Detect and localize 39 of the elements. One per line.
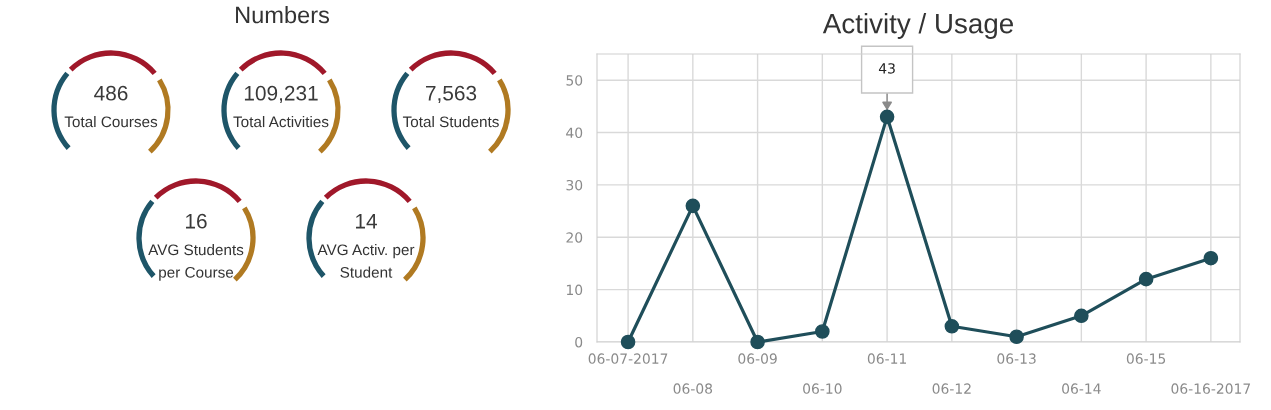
y-tick-label: 30 <box>566 179 583 191</box>
point <box>1074 308 1089 324</box>
text: 7,563 <box>426 85 477 104</box>
x-tick-label: 06-13 <box>997 353 1036 364</box>
x-tick-label: 06-09 <box>738 353 777 364</box>
point <box>685 198 701 214</box>
x-tick-label: 06-10 <box>803 383 842 394</box>
point <box>1203 250 1219 266</box>
y-tick-label: 40 <box>566 127 583 139</box>
x-tick-label: 06-16-2017 <box>1171 383 1251 394</box>
point <box>879 109 895 125</box>
x-tick-label: 06-12 <box>932 383 971 394</box>
text: AVG Activ. per Student <box>317 244 415 278</box>
text: AVG Students per Course <box>148 244 244 281</box>
text: Numbers <box>236 6 330 24</box>
x-tick-label: 06-14 <box>1062 383 1101 394</box>
x-tick-label: 06-07-2017 <box>588 353 668 364</box>
annotation: 43 <box>878 63 895 74</box>
point <box>620 334 636 350</box>
point <box>750 334 765 350</box>
y-tick-label: 50 <box>566 75 583 86</box>
y-tick-label: 20 <box>566 232 583 243</box>
point <box>815 324 830 339</box>
x-tick-label: 06-11 <box>867 353 906 364</box>
y-tick-label: 0 <box>575 336 583 348</box>
y-tick-label: 10 <box>566 284 583 296</box>
text: 14 <box>356 214 377 229</box>
point <box>1138 271 1154 287</box>
text: 16 <box>186 213 207 229</box>
text: 486 <box>94 85 128 101</box>
text: 109,231 <box>244 85 318 104</box>
text: Total Courses <box>64 116 158 128</box>
text: Total Activities <box>233 116 329 128</box>
point <box>1009 329 1024 345</box>
text: Total Students <box>402 116 499 128</box>
point <box>944 318 960 334</box>
x-tick-label: 06-08 <box>673 383 713 394</box>
chart-title: Activity / Usage <box>822 13 1013 39</box>
x-tick-label: 06-15 <box>1126 353 1166 364</box>
